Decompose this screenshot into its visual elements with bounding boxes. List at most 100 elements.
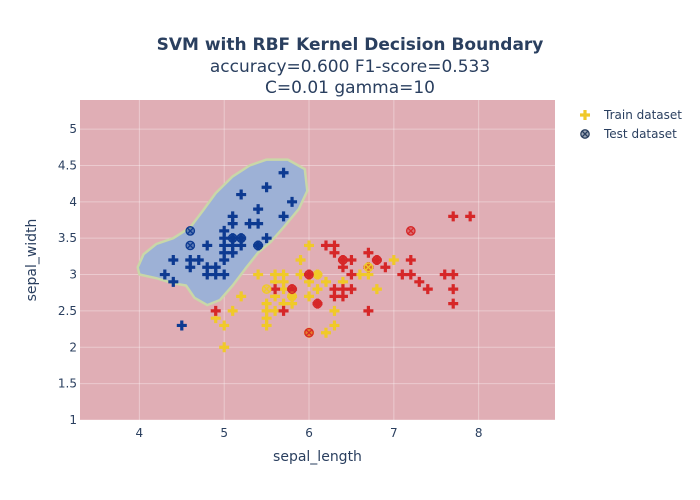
data-point-train-setosa bbox=[253, 204, 264, 215]
data-point-train-setosa bbox=[227, 211, 238, 222]
data-point-train-virginica bbox=[337, 284, 348, 295]
data-point-train-virginica bbox=[363, 247, 374, 258]
data-point-test-virginica bbox=[338, 255, 348, 265]
data-point-train-setosa bbox=[202, 240, 213, 251]
data-point-train-setosa bbox=[227, 240, 238, 251]
plot-area bbox=[80, 100, 555, 421]
data-point-train-virginica bbox=[278, 305, 289, 316]
series-test-dataset bbox=[185, 226, 416, 338]
x-tick-label: 7 bbox=[390, 426, 398, 440]
y-tick-label: 2 bbox=[69, 340, 77, 354]
data-point-train-versicolor bbox=[261, 305, 272, 316]
chart-title: SVM with RBF Kernel Decision Boundary bbox=[157, 35, 544, 55]
data-point-test-versicolor bbox=[363, 262, 374, 273]
data-point-train-setosa bbox=[219, 247, 230, 258]
legend-symbol-cross bbox=[580, 110, 590, 120]
y-axis-title: sepal_width bbox=[24, 219, 40, 302]
data-point-train-setosa bbox=[168, 255, 179, 265]
x-tick-label: 8 bbox=[475, 426, 483, 440]
data-point-train-virginica bbox=[414, 276, 425, 287]
data-point-train-setosa bbox=[159, 269, 170, 280]
data-point-train-versicolor bbox=[261, 320, 272, 331]
data-point-train-virginica bbox=[346, 284, 357, 295]
data-point-test-virginica bbox=[372, 255, 382, 265]
data-point-train-virginica bbox=[448, 298, 459, 309]
data-point-test-virginica bbox=[312, 298, 323, 309]
chart-subtitle-metrics: accuracy=0.600 F1-score=0.533 bbox=[210, 57, 490, 77]
data-point-test-setosa bbox=[236, 233, 247, 244]
data-point-train-virginica bbox=[329, 284, 340, 295]
data-point-train-versicolor bbox=[270, 276, 281, 287]
data-point-train-virginica bbox=[380, 262, 391, 273]
data-point-train-versicolor bbox=[278, 269, 289, 280]
data-point-train-versicolor bbox=[304, 240, 315, 251]
data-point-train-setosa bbox=[253, 218, 264, 229]
data-point-train-setosa bbox=[210, 262, 221, 273]
data-point-train-setosa bbox=[202, 269, 213, 280]
data-point-test-virginica bbox=[304, 327, 314, 338]
data-point-train-setosa bbox=[193, 255, 204, 265]
data-point-train-versicolor bbox=[219, 320, 230, 331]
y-tick-label: 1.5 bbox=[58, 377, 77, 391]
data-point-train-versicolor bbox=[329, 305, 340, 316]
data-point-train-setosa bbox=[219, 233, 230, 244]
data-point-train-virginica bbox=[337, 262, 348, 273]
data-point-train-versicolor bbox=[312, 284, 323, 295]
data-point-train-versicolor bbox=[320, 327, 331, 338]
data-point-train-versicolor bbox=[337, 276, 348, 287]
data-point-train-virginica bbox=[448, 284, 459, 295]
legend-label: Train dataset bbox=[603, 108, 682, 122]
data-point-train-versicolor bbox=[304, 291, 315, 302]
data-point-train-versicolor bbox=[278, 276, 289, 287]
chart-subtitle-params: C=0.01 gamma=10 bbox=[265, 78, 435, 98]
data-point-train-versicolor bbox=[261, 313, 272, 324]
data-point-test-versicolor bbox=[312, 269, 323, 280]
data-point-train-versicolor bbox=[295, 255, 306, 265]
legend-item[interactable]: Train dataset bbox=[580, 108, 682, 122]
legend-item[interactable]: Test dataset bbox=[580, 127, 677, 141]
data-point-test-versicolor bbox=[287, 291, 297, 302]
data-point-train-virginica bbox=[337, 291, 348, 302]
data-point-train-virginica bbox=[439, 269, 450, 280]
data-point-train-setosa bbox=[176, 320, 187, 331]
data-point-train-virginica bbox=[448, 269, 459, 280]
data-point-train-setosa bbox=[278, 167, 289, 178]
y-tick-label: 3 bbox=[69, 268, 77, 282]
data-point-train-versicolor bbox=[270, 305, 281, 316]
data-point-train-versicolor bbox=[354, 269, 365, 280]
data-point-test-virginica bbox=[304, 269, 314, 280]
data-point-test-setosa bbox=[253, 240, 263, 251]
data-point-train-setosa bbox=[210, 269, 221, 280]
data-point-train-virginica bbox=[270, 284, 281, 295]
x-tick-label: 4 bbox=[136, 426, 144, 440]
y-tick-label: 3.5 bbox=[58, 231, 77, 245]
data-point-train-virginica bbox=[405, 269, 416, 280]
data-point-train-versicolor bbox=[320, 276, 331, 287]
data-point-train-virginica bbox=[346, 269, 357, 280]
data-point-train-setosa bbox=[185, 255, 196, 265]
data-point-train-versicolor bbox=[227, 305, 238, 316]
data-point-train-setosa bbox=[236, 189, 247, 200]
data-point-train-versicolor bbox=[219, 342, 230, 353]
data-points bbox=[159, 167, 476, 353]
data-point-train-setosa bbox=[219, 269, 230, 280]
y-tick-label: 5 bbox=[69, 122, 77, 136]
data-point-train-virginica bbox=[329, 247, 340, 258]
data-point-train-versicolor bbox=[304, 276, 315, 287]
data-point-train-versicolor bbox=[278, 298, 289, 309]
legend: Train dataset Test dataset bbox=[580, 108, 682, 141]
legend-symbol-x-circle bbox=[580, 129, 590, 139]
data-point-train-setosa bbox=[202, 262, 213, 273]
data-point-train-setosa bbox=[219, 255, 230, 265]
data-point-train-versicolor bbox=[388, 255, 399, 265]
legend-label: Test dataset bbox=[603, 127, 677, 141]
y-tick-label: 4 bbox=[69, 195, 77, 209]
chart-title-group: SVM with RBF Kernel Decision Boundary ac… bbox=[157, 35, 544, 98]
data-point-train-versicolor bbox=[371, 284, 382, 295]
data-point-train-versicolor bbox=[253, 269, 264, 280]
data-point-train-setosa bbox=[261, 182, 272, 193]
data-point-train-versicolor bbox=[287, 298, 298, 309]
data-point-train-virginica bbox=[363, 305, 374, 316]
data-point-train-setosa bbox=[244, 218, 255, 229]
